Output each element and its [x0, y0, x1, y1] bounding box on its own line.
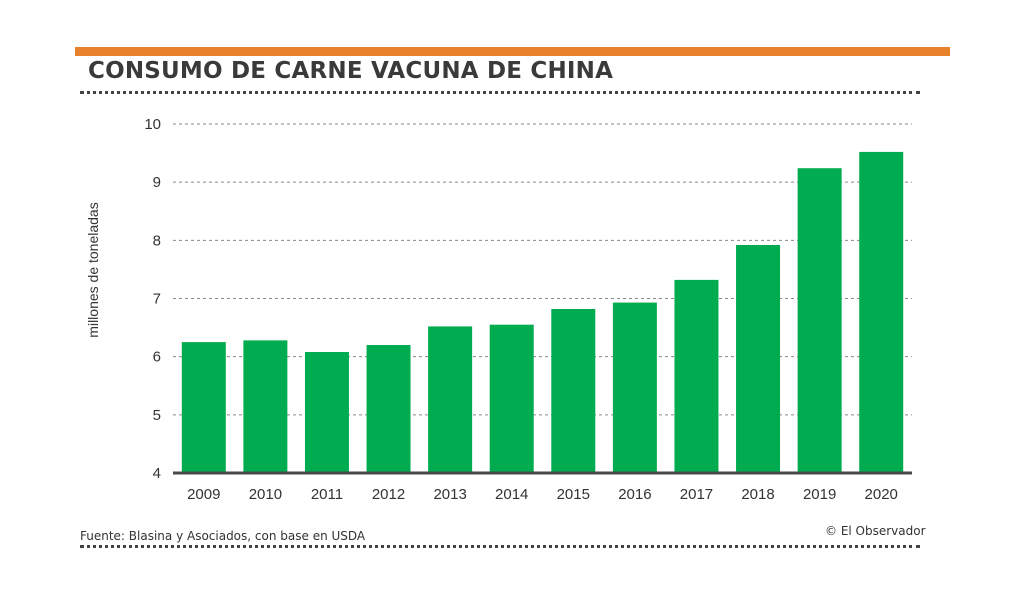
bar-2014 [489, 324, 534, 473]
y-tick-label: 5 [153, 407, 161, 424]
footer-divider [80, 545, 920, 548]
bar-2013 [428, 326, 473, 473]
bar-2019 [797, 168, 842, 473]
source-note: Fuente: Blasina y Asociados, con base en… [80, 529, 366, 543]
x-tick-label: 2014 [495, 486, 528, 503]
bar-2010 [243, 340, 288, 473]
x-tick-label: 2020 [865, 486, 898, 503]
y-axis-label: millones de toneladas [85, 202, 101, 337]
bar-2017 [674, 279, 719, 473]
bar-2009 [181, 342, 226, 473]
x-tick-label: 2009 [187, 486, 220, 503]
bar-2016 [612, 302, 657, 473]
x-tick-label: 2012 [372, 486, 405, 503]
y-tick-label: 10 [144, 116, 161, 133]
bar-2011 [304, 352, 349, 473]
y-tick-label: 8 [153, 232, 161, 249]
x-tick-label: 2011 [311, 486, 343, 503]
y-axis-tick-labels: 4 5 6 7 8 9 10 [144, 116, 161, 482]
chart-title: CONSUMO DE CARNE VACUNA DE CHINA [88, 58, 614, 84]
y-tick-label: 7 [153, 291, 161, 308]
x-tick-label: 2019 [803, 486, 836, 503]
bars [181, 151, 904, 474]
x-tick-label: 2016 [618, 486, 651, 503]
x-tick-label: 2013 [433, 486, 466, 503]
x-tick-label: 2010 [249, 486, 282, 503]
y-tick-label: 9 [153, 174, 161, 191]
x-tick-label: 2018 [741, 486, 774, 503]
bar-2012 [366, 345, 411, 473]
copyright-credit: © El Observador [825, 524, 926, 538]
x-tick-label: 2017 [680, 486, 713, 503]
title-divider [80, 91, 920, 94]
bar-2018 [736, 244, 781, 473]
bar-2015 [551, 308, 596, 473]
x-tick-label: 2015 [557, 486, 590, 503]
bar-2020 [859, 151, 904, 474]
y-tick-label: 6 [153, 349, 161, 366]
header-accent-bar [75, 47, 950, 56]
y-tick-label: 4 [153, 465, 161, 482]
x-axis-tick-labels: 2009 2010 2011 2012 2013 2014 2015 2016 2017 2018… [187, 486, 898, 503]
